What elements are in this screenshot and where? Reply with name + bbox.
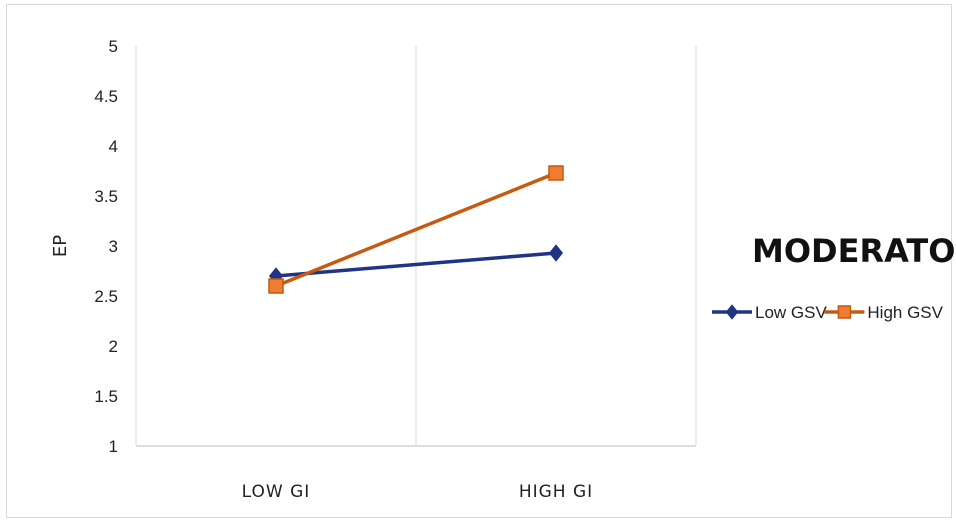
data-point-marker bbox=[548, 165, 564, 181]
gridlines bbox=[135, 46, 697, 447]
y-tick-label: 1 bbox=[109, 437, 118, 456]
data-point-marker bbox=[548, 244, 564, 262]
x-tick-label: LOW GI bbox=[242, 482, 311, 502]
y-tick-label: 3.5 bbox=[94, 187, 118, 206]
y-tick-label: 2 bbox=[109, 337, 118, 356]
y-axis-title: EP bbox=[50, 235, 71, 257]
y-tick-label: 3 bbox=[109, 237, 118, 256]
series-high-gsv bbox=[268, 165, 564, 294]
series-line bbox=[275, 171, 557, 288]
y-tick-label: 1.5 bbox=[94, 387, 118, 406]
legend-label: Low GSV bbox=[755, 303, 827, 322]
x-axis-tick-labels: LOW GI HIGH GI bbox=[242, 482, 593, 502]
y-axis-tick-labels: 1 1.5 2 2.5 3 3.5 4 4.5 5 bbox=[94, 37, 118, 456]
y-tick-label: 5 bbox=[109, 37, 118, 56]
legend-item: High GSV bbox=[824, 303, 944, 322]
legend-marker bbox=[725, 304, 739, 320]
y-tick-label: 4.5 bbox=[94, 87, 118, 106]
legend-marker bbox=[837, 305, 852, 319]
y-tick-label: 4 bbox=[109, 137, 118, 156]
x-tick-label: HIGH GI bbox=[519, 482, 593, 502]
data-point-marker bbox=[268, 278, 284, 294]
legend: Low GSV High GSV bbox=[712, 303, 944, 322]
legend-title: MODERATOR bbox=[752, 232, 956, 270]
data-series bbox=[268, 165, 564, 294]
legend-item: Low GSV bbox=[712, 303, 827, 322]
series-line bbox=[275, 251, 557, 278]
y-tick-label: 2.5 bbox=[94, 287, 118, 306]
legend-label: High GSV bbox=[867, 303, 943, 322]
